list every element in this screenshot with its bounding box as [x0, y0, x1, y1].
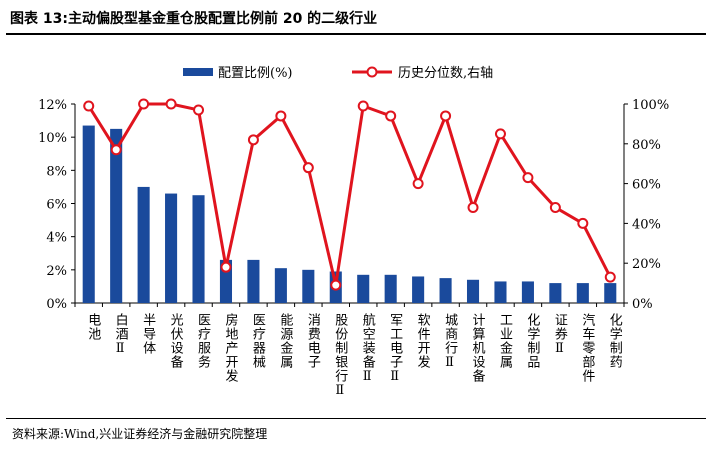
legend-line-marker	[366, 66, 378, 78]
line-point	[385, 110, 397, 122]
y-right-tick-label: 20%	[632, 257, 661, 272]
line-point	[110, 144, 122, 156]
bar	[439, 278, 452, 303]
legend-bar-label: 配置比例(%)	[218, 66, 293, 81]
line-point	[522, 172, 534, 184]
y-right-tick-label: 80%	[632, 138, 661, 153]
x-tick-label: 工业金属	[497, 313, 512, 369]
bar	[110, 128, 123, 303]
line-point	[247, 134, 259, 146]
bar	[137, 186, 150, 303]
bar	[82, 125, 95, 303]
line-point	[357, 100, 369, 112]
bar	[274, 268, 287, 303]
bar	[302, 269, 315, 303]
bar	[576, 283, 589, 303]
line-point	[330, 279, 342, 291]
bar	[521, 281, 534, 303]
y-right-tick-label: 0%	[632, 297, 653, 312]
x-tick-label: 光伏设备	[168, 313, 184, 369]
legend-line-label: 历史分位数,右轴	[398, 66, 493, 81]
x-tick-label: 股份制银行Ⅱ	[332, 313, 348, 399]
x-tick-label: 证券Ⅱ	[552, 313, 568, 357]
x-tick-label: 军工电子Ⅱ	[387, 313, 403, 385]
source-note: 资料来源:Wind,兴业证券经济与金融研究院整理	[12, 427, 268, 441]
x-tick-label: 软件开发	[415, 313, 431, 369]
y-left-tick-label: 12%	[38, 98, 67, 113]
x-tick-label: 计算机设备	[470, 313, 486, 383]
bar	[412, 276, 425, 303]
y-left-tick-label: 0%	[46, 297, 67, 312]
y-left-tick-label: 8%	[46, 164, 67, 179]
line-point	[440, 110, 452, 122]
x-tick-label: 化学制药	[607, 313, 623, 369]
x-tick-label: 航空装备Ⅱ	[360, 312, 376, 385]
x-tick-label: 汽车零部件	[579, 313, 595, 383]
legend-bar-swatch	[183, 68, 213, 76]
axes: 0% 2% 4% 6% 8% 10% 12% 0% 20% 40% 60% 80% 100%	[38, 98, 669, 312]
line-point	[302, 162, 314, 174]
x-tick-label: 医疗器械	[250, 313, 266, 369]
x-tick-label: 消费电子	[305, 313, 321, 369]
line-point	[193, 104, 205, 116]
title-divider	[6, 33, 706, 35]
bar	[604, 283, 617, 303]
x-tick-label: 半导体	[140, 313, 156, 355]
bars	[82, 125, 617, 303]
line-point	[467, 201, 479, 213]
y-left-tick-label: 4%	[46, 231, 67, 246]
bar	[247, 259, 260, 303]
y-right-tick-label: 40%	[632, 217, 661, 232]
y-left-tick-label: 10%	[38, 131, 67, 146]
y-right-tick-label: 100%	[632, 98, 669, 113]
line-point	[577, 217, 589, 229]
source-divider	[6, 418, 706, 419]
y-right-tick-label: 60%	[632, 178, 661, 193]
line-point	[494, 128, 506, 140]
bar	[384, 274, 397, 303]
line-point	[549, 201, 561, 213]
line-point	[275, 110, 287, 122]
bar	[192, 195, 205, 303]
x-tick-label: 城商行Ⅱ	[442, 313, 458, 371]
bar	[357, 274, 370, 303]
x-tick-labels: 电池 白酒Ⅱ 半导体 光伏设备 医疗服务 房地产开发 医疗器械 能源金属 消费电子 股份制银行Ⅱ 航…	[85, 312, 622, 399]
line-point	[220, 261, 232, 273]
chart: 配置比例(%) 历史分位数,右轴 0% 2% 4% 6% 8% 10% 12% 0% 20% 40…	[38, 66, 669, 399]
x-tick-label: 房地产开发	[222, 312, 238, 383]
x-tick-label: 电池	[85, 313, 101, 341]
bar	[466, 279, 480, 303]
x-tick-label: 化学制品	[524, 313, 540, 369]
chart-title: 图表 13:主动偏股型基金重仓股配置比例前 20 的二级行业	[10, 11, 378, 27]
line-series	[83, 98, 616, 291]
legend: 配置比例(%) 历史分位数,右轴	[183, 66, 493, 81]
bar	[165, 193, 178, 303]
bar	[549, 283, 562, 303]
line-point	[83, 100, 95, 112]
x-tick-label: 能源金属	[277, 313, 293, 369]
line-point	[604, 271, 616, 283]
bar	[494, 281, 507, 303]
y-left-tick-label: 2%	[46, 264, 67, 279]
line-point	[412, 178, 424, 190]
line-point	[138, 98, 150, 110]
y-left-tick-label: 6%	[46, 198, 67, 213]
line-point	[165, 98, 177, 110]
x-tick-label: 医疗服务	[195, 313, 211, 369]
x-tick-label: 白酒Ⅱ	[113, 312, 129, 357]
